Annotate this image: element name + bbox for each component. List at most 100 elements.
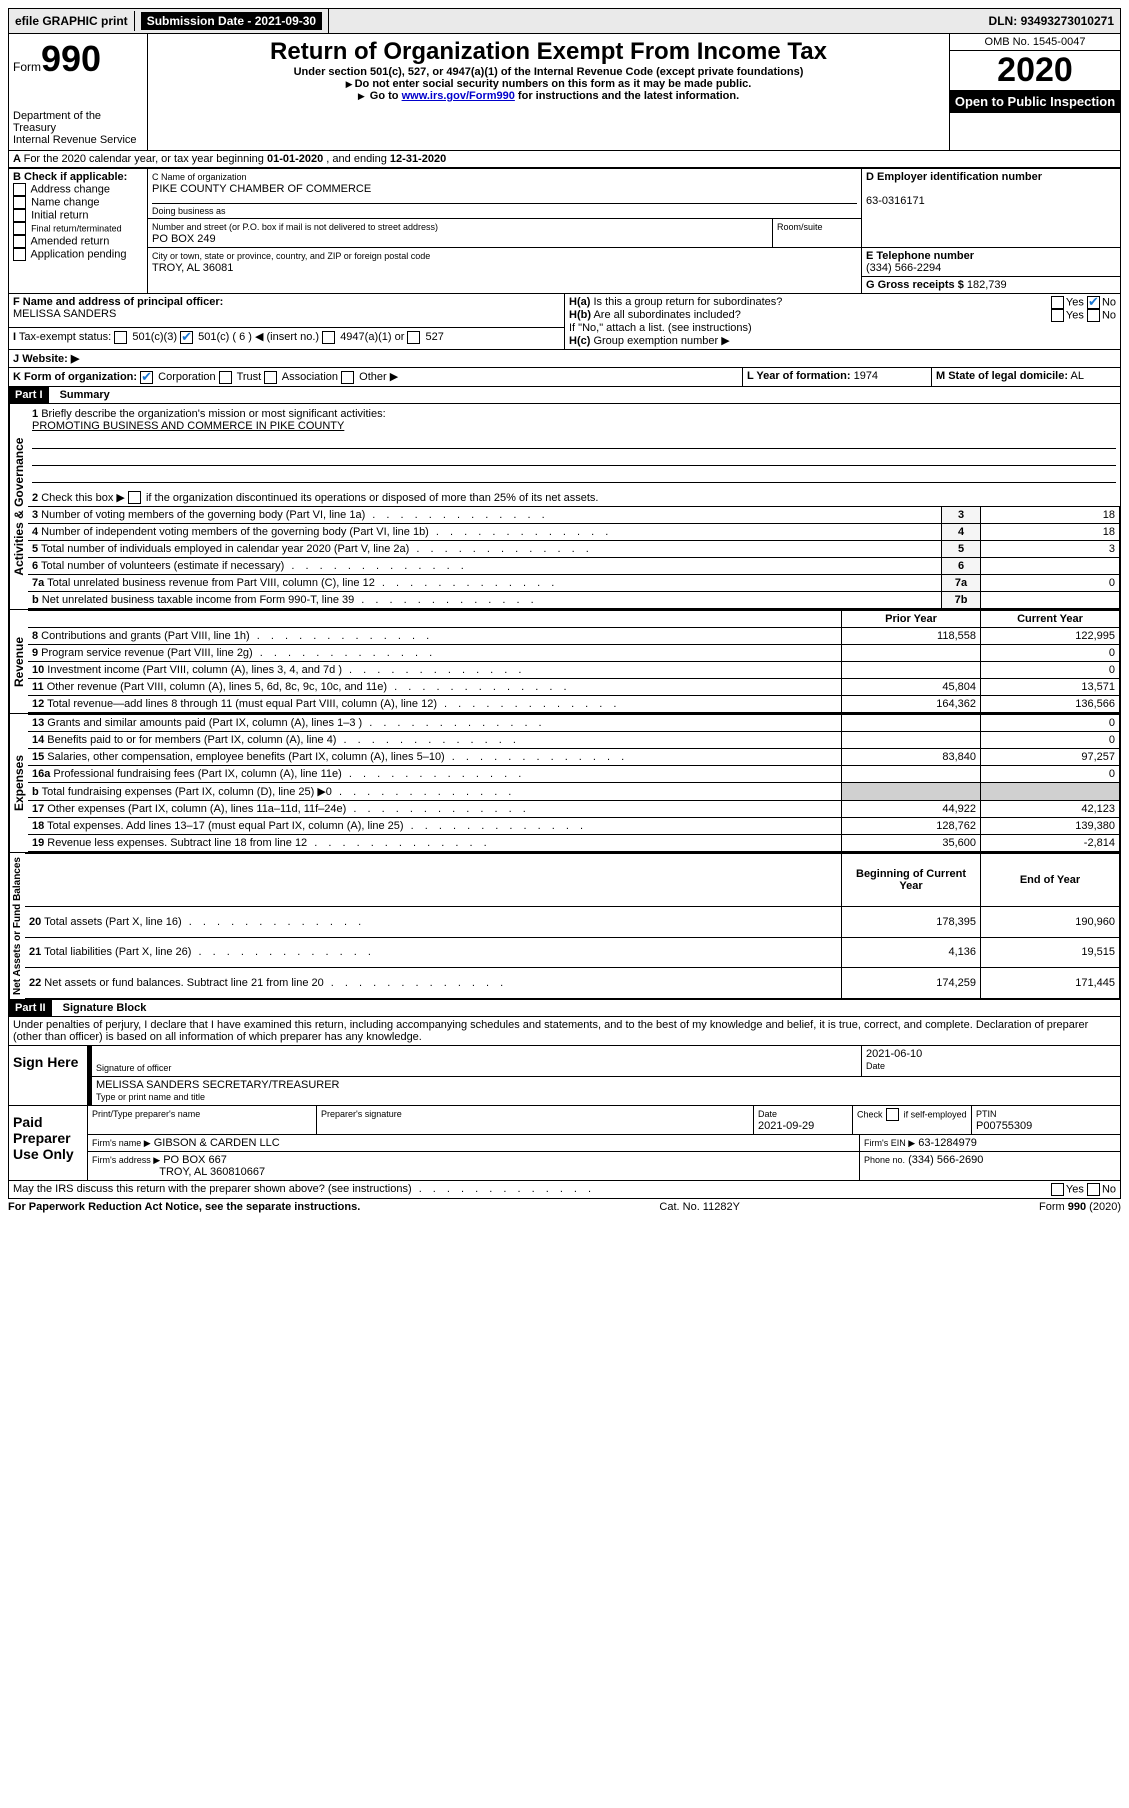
dept-treasury: Department of the Treasury: [13, 110, 143, 134]
table-row: 14 Benefits paid to or for members (Part…: [28, 732, 1120, 749]
table-row: 17 Other expenses (Part IX, column (A), …: [28, 801, 1120, 818]
box-c-city: City or town, state or province, country…: [148, 248, 862, 294]
table-row: 9 Program service revenue (Part VIII, li…: [28, 645, 1120, 662]
note-link: Go to www.irs.gov/Form990 for instructio…: [152, 90, 945, 102]
form-subtitle: Under section 501(c), 527, or 4947(a)(1)…: [152, 66, 945, 78]
checkbox-trust[interactable]: [219, 371, 232, 384]
net-section: Net Assets or Fund Balances Beginning of…: [8, 853, 1121, 1000]
checkbox-corp[interactable]: [140, 371, 153, 384]
checkbox-name[interactable]: [13, 196, 26, 209]
table-row: 13 Grants and similar amounts paid (Part…: [28, 715, 1120, 732]
table-row: 16a Professional fundraising fees (Part …: [28, 766, 1120, 783]
note-ssn: Do not enter social security numbers on …: [152, 78, 945, 90]
table-row: 8 Contributions and grants (Part VIII, l…: [28, 628, 1120, 645]
paid-preparer-label: Paid Preparer Use Only: [9, 1106, 88, 1180]
table-row: 19 Revenue less expenses. Subtract line …: [28, 835, 1120, 852]
box-e: E Telephone number (334) 566-2294: [862, 248, 1121, 277]
box-i: I Tax-exempt status: 501(c)(3) 501(c) ( …: [9, 328, 565, 350]
table-row: 5 Total number of individuals employed i…: [28, 541, 1120, 558]
revenue-label: Revenue: [9, 610, 28, 713]
checkbox-self-employed[interactable]: [886, 1108, 899, 1121]
checkbox-hb-yes[interactable]: [1051, 309, 1064, 322]
table-row: 11 Other revenue (Part VIII, column (A),…: [28, 679, 1120, 696]
checkbox-discuss-no[interactable]: [1087, 1183, 1100, 1196]
expenses-label: Expenses: [9, 714, 28, 852]
table-row: 12 Total revenue—add lines 8 through 11 …: [28, 696, 1120, 713]
table-row: 7a Total unrelated business revenue from…: [28, 575, 1120, 592]
fh-boxes: F Name and address of principal officer:…: [8, 294, 1121, 350]
tax-year: 2020: [950, 51, 1120, 90]
checkbox-amended[interactable]: [13, 235, 26, 248]
box-j: J Website: ▶: [8, 350, 1121, 368]
klm-boxes: K Form of organization: Corporation Trus…: [8, 368, 1121, 387]
box-f: F Name and address of principal officer:…: [9, 294, 565, 328]
checkbox-assoc[interactable]: [264, 371, 277, 384]
checkbox-initial[interactable]: [13, 209, 26, 222]
box-c-name: C Name of organization PIKE COUNTY CHAMB…: [148, 169, 862, 219]
box-g: G Gross receipts $ 182,739: [862, 277, 1121, 294]
table-row: 4 Number of independent voting members o…: [28, 524, 1120, 541]
expenses-section: Expenses 13 Grants and similar amounts p…: [8, 714, 1121, 853]
net-table: Beginning of Current YearEnd of Year20 T…: [25, 853, 1120, 999]
table-row: 6 Total number of volunteers (estimate i…: [28, 558, 1120, 575]
table-row: 10 Investment income (Part VIII, column …: [28, 662, 1120, 679]
box-d: D Employer identification number 63-0316…: [862, 169, 1121, 248]
checkbox-address[interactable]: [13, 183, 26, 196]
form-header-left: Form990 Department of the Treasury Inter…: [9, 34, 148, 150]
table-row: 18 Total expenses. Add lines 13–17 (must…: [28, 818, 1120, 835]
table-row: 21 Total liabilities (Part X, line 26)4,…: [25, 937, 1120, 968]
checkbox-discuss-yes[interactable]: [1051, 1183, 1064, 1196]
box-m: M State of legal domicile: AL: [932, 368, 1121, 386]
table-row: b Net unrelated business taxable income …: [28, 592, 1120, 609]
form-header-center: Return of Organization Exempt From Incom…: [148, 34, 949, 150]
governance-section: Activities & Governance 1 Briefly descri…: [8, 404, 1121, 611]
box-h: H(a) Is this a group return for subordin…: [565, 294, 1121, 350]
table-row: 20 Total assets (Part X, line 16)178,395…: [25, 906, 1120, 937]
checkbox-discontinued[interactable]: [128, 491, 141, 504]
submission-button[interactable]: Submission Date - 2021-09-30: [141, 12, 322, 30]
checkbox-ha-yes[interactable]: [1051, 296, 1064, 309]
part2-header: Part II Signature Block: [8, 1000, 1121, 1017]
box-k: K Form of organization: Corporation Trus…: [9, 368, 743, 386]
checkbox-other[interactable]: [341, 371, 354, 384]
governance-table: 3 Number of voting members of the govern…: [28, 506, 1120, 609]
checkbox-501c3[interactable]: [114, 331, 127, 344]
checkbox-ha-no[interactable]: [1087, 296, 1100, 309]
box-c-street: Number and street (or P.O. box if mail i…: [148, 219, 773, 248]
form-header: Form990 Department of the Treasury Inter…: [8, 34, 1121, 151]
efile-label: efile GRAPHIC print: [9, 11, 135, 31]
submission-cell: Submission Date - 2021-09-30: [135, 9, 329, 33]
dln: DLN: 93493273010271: [983, 11, 1120, 31]
net-label: Net Assets or Fund Balances: [9, 853, 25, 999]
checkbox-final[interactable]: [13, 222, 26, 235]
sign-here-section: Sign Here Signature of officer 2021-06-1…: [8, 1046, 1121, 1106]
part1-header: Part I Summary: [8, 387, 1121, 404]
table-row: 15 Salaries, other compensation, employe…: [28, 749, 1120, 766]
irs-label: Internal Revenue Service: [13, 134, 143, 146]
sign-here-label: Sign Here: [9, 1046, 88, 1105]
box-b: B Check if applicable: Address change Na…: [9, 169, 148, 294]
header-boxes: B Check if applicable: Address change Na…: [8, 168, 1121, 294]
table-row: 22 Net assets or fund balances. Subtract…: [25, 968, 1120, 999]
checkbox-hb-no[interactable]: [1087, 309, 1100, 322]
omb-number: OMB No. 1545-0047: [950, 34, 1120, 51]
discuss-row: May the IRS discuss this return with the…: [8, 1181, 1121, 1199]
declaration: Under penalties of perjury, I declare th…: [8, 1017, 1121, 1046]
box-c-room: Room/suite: [773, 219, 862, 248]
footer: For Paperwork Reduction Act Notice, see …: [8, 1199, 1121, 1215]
table-row: b Total fundraising expenses (Part IX, c…: [28, 783, 1120, 801]
expenses-table: 13 Grants and similar amounts paid (Part…: [28, 714, 1120, 852]
irs-link[interactable]: www.irs.gov/Form990: [402, 90, 515, 102]
checkbox-pending[interactable]: [13, 248, 26, 261]
box-l: L Year of formation: 1974: [743, 368, 932, 386]
checkbox-4947[interactable]: [322, 331, 335, 344]
table-row: 3 Number of voting members of the govern…: [28, 507, 1120, 524]
paid-preparer-section: Paid Preparer Use Only Print/Type prepar…: [8, 1106, 1121, 1181]
revenue-table: Prior YearCurrent Year8 Contributions an…: [28, 610, 1120, 713]
form-title: Return of Organization Exempt From Incom…: [152, 38, 945, 66]
checkbox-501c[interactable]: [180, 331, 193, 344]
checkbox-527[interactable]: [407, 331, 420, 344]
top-bar: efile GRAPHIC print Submission Date - 20…: [8, 8, 1121, 34]
public-inspection: Open to Public Inspection: [950, 90, 1120, 113]
form-header-right: OMB No. 1545-0047 2020 Open to Public In…: [949, 34, 1120, 150]
